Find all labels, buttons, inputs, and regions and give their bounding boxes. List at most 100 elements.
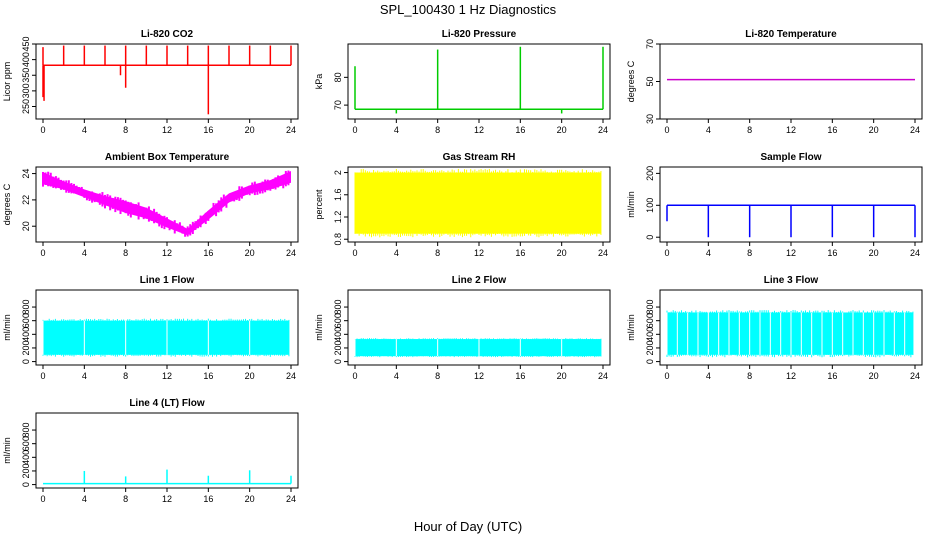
x-tick-label: 0	[40, 494, 45, 504]
y-tick-label: 400	[333, 327, 343, 342]
data-marks	[354, 338, 604, 358]
data-marks	[354, 46, 604, 114]
y-tick-label: 600	[21, 313, 31, 328]
y-tick-label: 400	[21, 327, 31, 342]
panel-title: Gas Stream RH	[443, 152, 516, 163]
x-tick-label: 16	[203, 494, 213, 504]
y-tick-label: 1.2	[333, 211, 343, 224]
y-tick-label: 350	[21, 68, 31, 83]
x-tick-label: 24	[598, 248, 608, 258]
y-axis-label: ml/min	[2, 437, 12, 464]
x-tick-label: 16	[827, 248, 837, 258]
y-tick-label: 0	[645, 235, 655, 240]
x-tick-label: 4	[82, 248, 87, 258]
y-tick-label: 200	[21, 463, 31, 478]
plot-frame	[347, 43, 611, 120]
data-marks	[666, 309, 916, 358]
y-tick-label: 0	[333, 359, 343, 364]
x-tick-label: 4	[394, 248, 399, 258]
x-tick-label: 12	[162, 248, 172, 258]
x-tick-label: 24	[910, 125, 920, 135]
plot-frame	[659, 43, 923, 120]
y-tick-label: 0.8	[333, 233, 343, 246]
panel-3: Li-820 Temperature 0 4 8 12 16 20 24 30 50 70 degre…	[626, 29, 923, 135]
panel-title: Line 1 Flow	[140, 275, 195, 286]
y-axis-label: ml/min	[626, 314, 636, 341]
y-tick-label: 70	[645, 39, 655, 49]
y-tick-label: 200	[645, 340, 655, 355]
y-tick-label: 200	[645, 166, 655, 181]
x-tick-label: 16	[203, 125, 213, 135]
x-tick-label: 12	[474, 248, 484, 258]
panel-title: Li-820 Temperature	[745, 29, 837, 40]
x-tick-label: 0	[352, 371, 357, 381]
y-tick-label: 20	[21, 221, 31, 231]
x-tick-label: 0	[40, 125, 45, 135]
y-tick-label: 80	[333, 72, 343, 82]
x-tick-label: 4	[82, 371, 87, 381]
y-tick-label: 2	[333, 170, 343, 175]
panel-10: Line 4 (LT) Flow 0 4 8 12 16 20 24 0 200400600800…	[2, 398, 299, 504]
x-tick-label: 8	[123, 125, 128, 135]
data-marks	[42, 170, 291, 237]
x-tick-label: 12	[786, 125, 796, 135]
y-tick-label: 0	[645, 359, 655, 364]
panel-title: Sample Flow	[760, 152, 821, 163]
x-tick-label: 20	[869, 371, 879, 381]
x-tick-label: 12	[786, 248, 796, 258]
panel-title: Line 2 Flow	[452, 275, 507, 286]
panel-title: Li-820 CO2	[141, 29, 194, 40]
y-tick-label: 800	[21, 300, 31, 315]
x-tick-label: 24	[286, 371, 296, 381]
y-tick-label: 300	[21, 83, 31, 98]
x-tick-label: 0	[40, 371, 45, 381]
x-tick-label: 20	[245, 371, 255, 381]
y-tick-label: 800	[21, 423, 31, 438]
x-tick-label: 12	[474, 371, 484, 381]
y-axis-label: ml/min	[2, 314, 12, 341]
x-tick-label: 8	[747, 371, 752, 381]
panel-6: Sample Flow 0 4 8 12 16 20 24 0 100 200 ml/min	[626, 152, 923, 258]
x-tick-label: 12	[786, 371, 796, 381]
y-tick-label: 600	[21, 436, 31, 451]
y-tick-label: 0	[21, 482, 31, 487]
x-tick-label: 4	[394, 125, 399, 135]
x-tick-label: 0	[352, 248, 357, 258]
x-tick-label: 20	[869, 248, 879, 258]
y-tick-label: 400	[21, 450, 31, 465]
x-tick-label: 0	[664, 125, 669, 135]
y-tick-label: 800	[645, 300, 655, 315]
x-tick-label: 24	[598, 125, 608, 135]
figure-x-axis-label: Hour of Day (UTC)	[414, 519, 522, 534]
x-tick-label: 8	[435, 125, 440, 135]
panel-5: Gas Stream RH 0 4 8 12 16 20 24 0.8 1.2 1.6 2 percen…	[314, 152, 611, 258]
data-marks	[354, 168, 602, 238]
x-tick-label: 4	[394, 371, 399, 381]
x-tick-label: 0	[664, 371, 669, 381]
y-tick-label: 250	[21, 99, 31, 114]
x-tick-label: 16	[515, 125, 525, 135]
x-tick-label: 20	[245, 494, 255, 504]
x-tick-label: 20	[869, 125, 879, 135]
panel-4: Ambient Box Temperature 0 4 8 12 16 20 24 20 22 24…	[2, 152, 299, 258]
y-tick-label: 600	[333, 313, 343, 328]
x-tick-label: 16	[515, 248, 525, 258]
x-tick-label: 0	[40, 248, 45, 258]
y-axis-label: degrees C	[2, 183, 12, 225]
plot-frame	[35, 166, 299, 243]
figure-title: SPL_100430 1 Hz Diagnostics	[380, 2, 557, 17]
y-tick-label: 200	[333, 340, 343, 355]
x-tick-label: 4	[706, 371, 711, 381]
x-tick-label: 24	[286, 494, 296, 504]
x-tick-label: 24	[286, 248, 296, 258]
x-tick-label: 16	[203, 371, 213, 381]
data-marks	[43, 469, 292, 485]
y-axis-label: ml/min	[626, 191, 636, 218]
x-tick-label: 8	[123, 494, 128, 504]
x-tick-label: 8	[123, 371, 128, 381]
x-tick-label: 24	[286, 125, 296, 135]
